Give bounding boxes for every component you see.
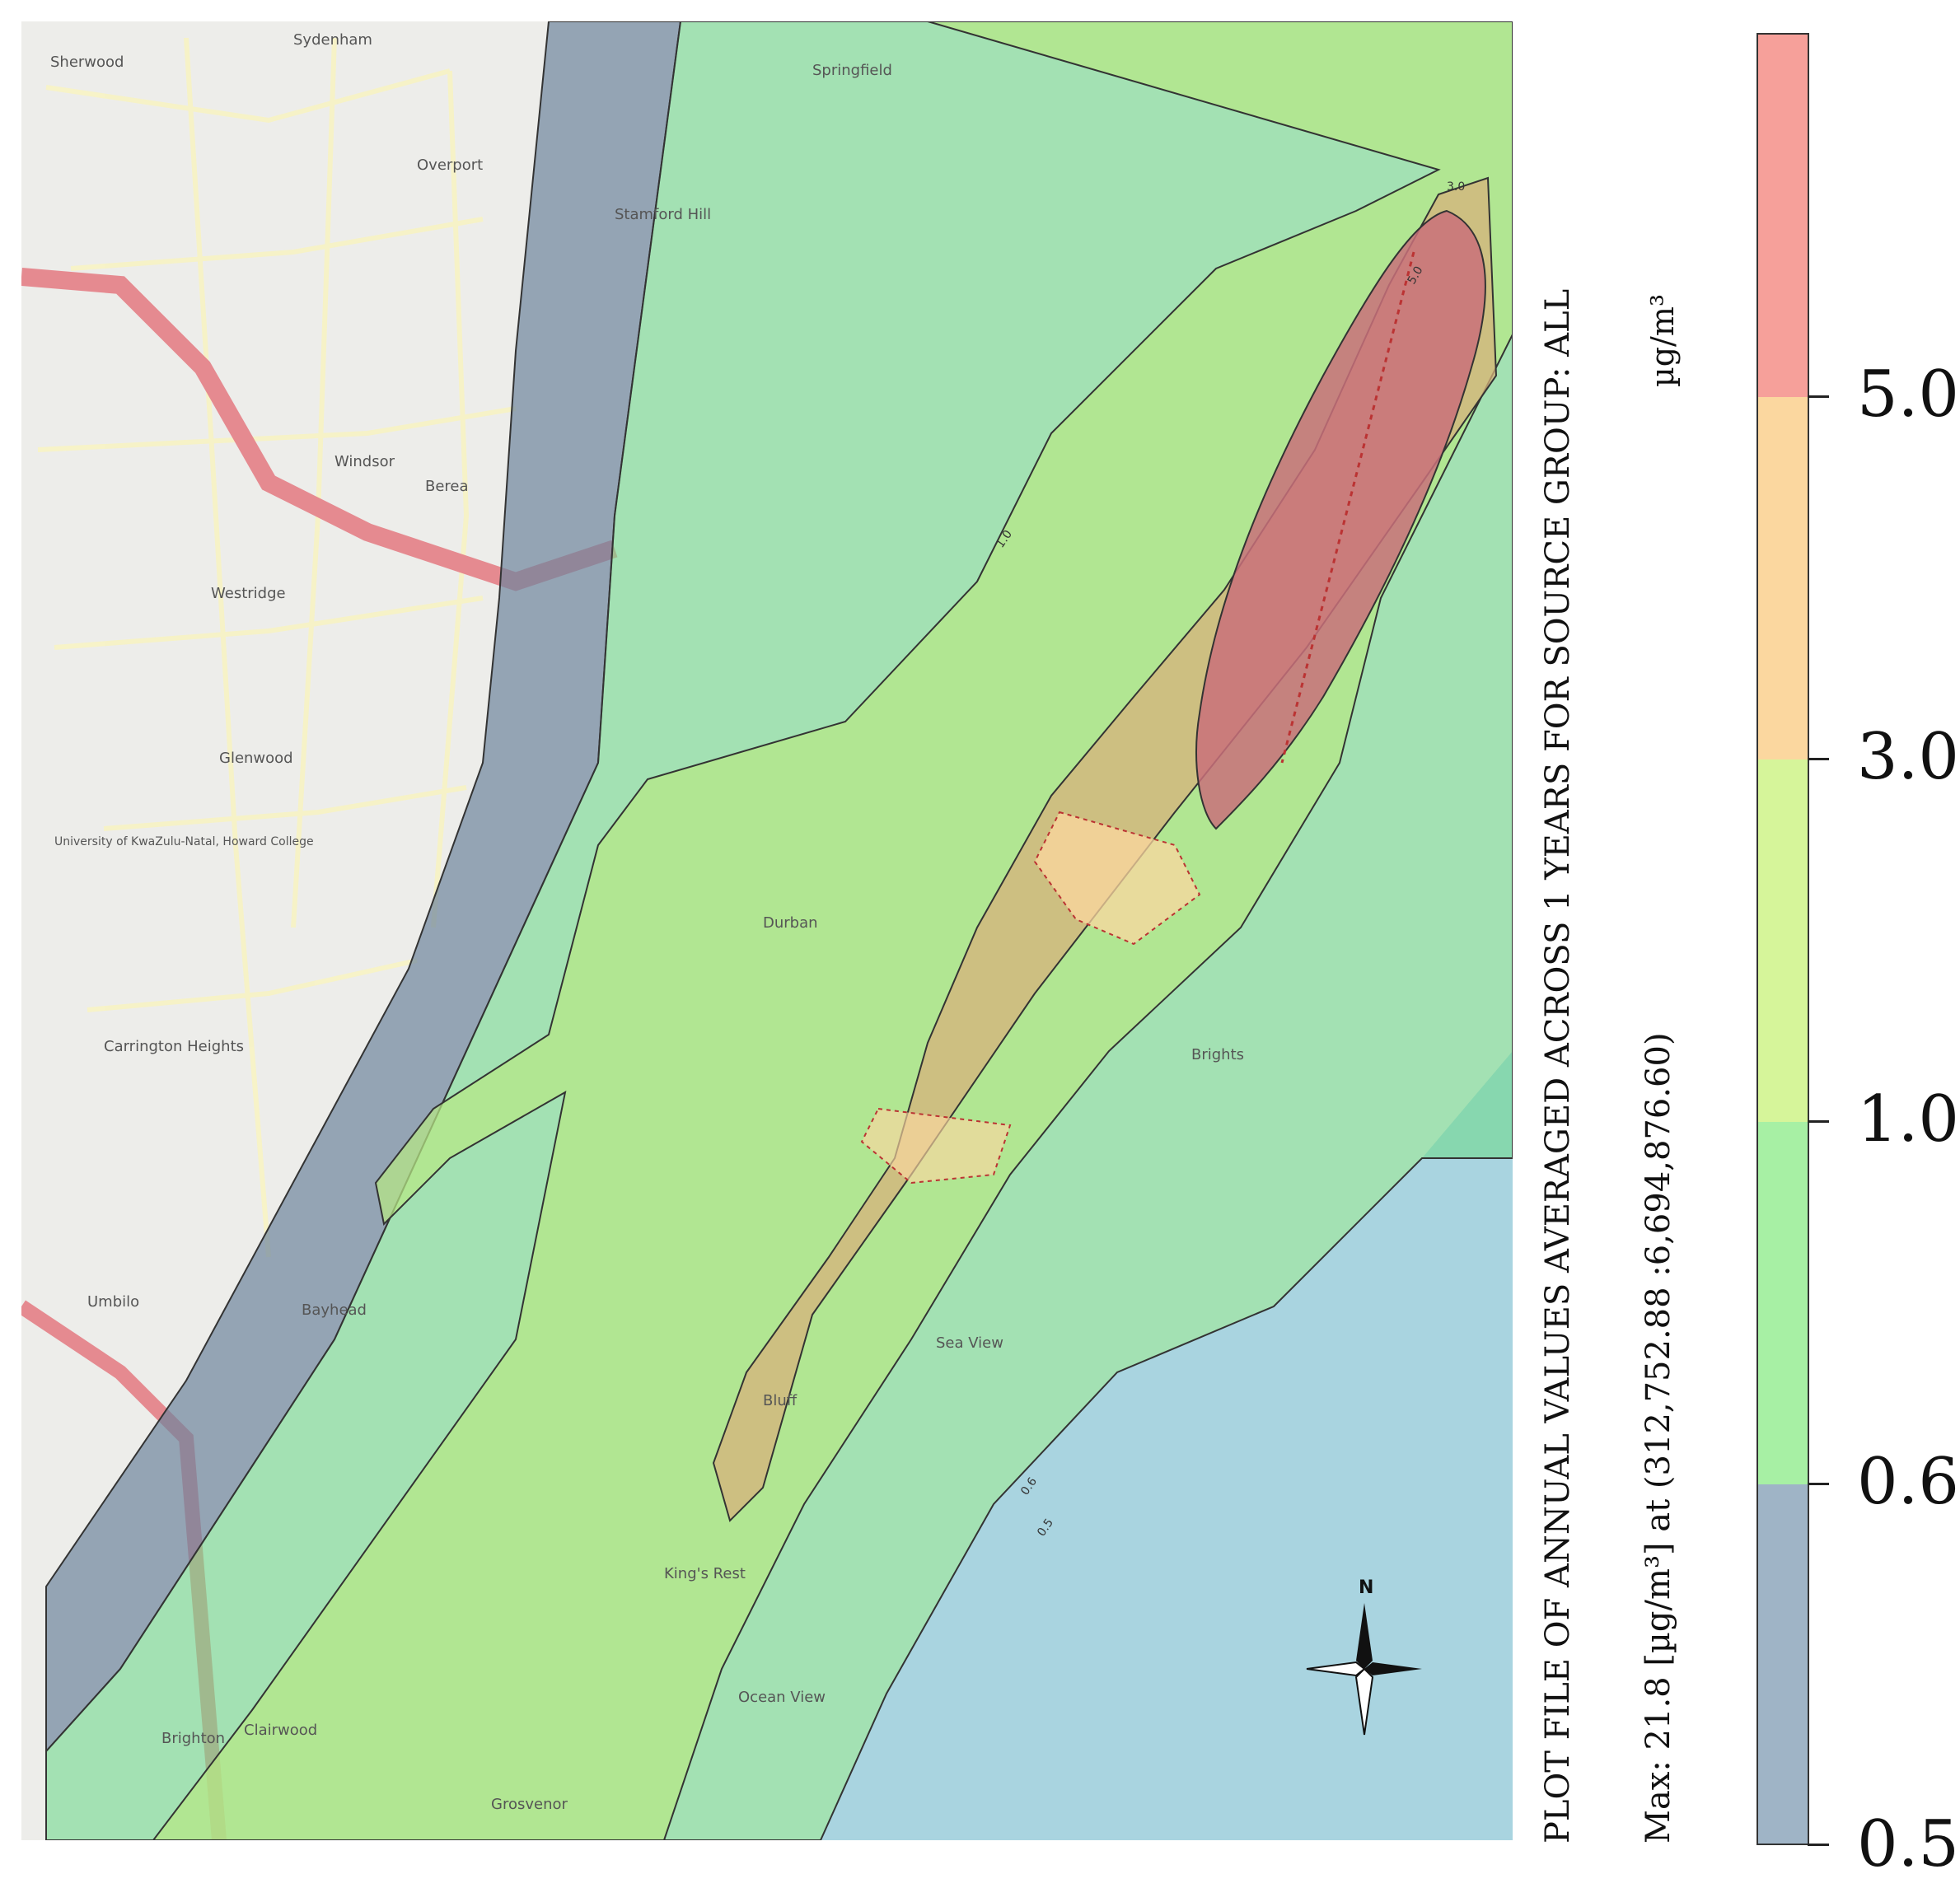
place-overport: Overport (417, 157, 483, 174)
legend-label-3-0: 3.0 (1857, 720, 1960, 794)
place-grosvenor: Grosvenor (491, 1796, 568, 1813)
place-westridge: Westridge (211, 585, 286, 602)
place-durban: Durban (763, 914, 818, 932)
legend-tick-0-5 (1808, 1844, 1829, 1846)
place-sea-view: Sea View (936, 1334, 1003, 1352)
place-sydenham: Sydenham (293, 31, 372, 49)
legend-tick-1-0 (1808, 1120, 1829, 1123)
place-bayhead: Bayhead (302, 1302, 367, 1319)
place-stamford-hill: Stamford Hill (615, 206, 711, 223)
legend-tick-3-0 (1808, 758, 1829, 760)
place-windsor: Windsor (334, 453, 395, 470)
legend-label-0-6: 0.6 (1857, 1445, 1960, 1519)
place-brighton: Brighton (161, 1730, 225, 1747)
contour-5-0-band (1195, 209, 1486, 830)
color-legend-bar (1757, 33, 1809, 1845)
contour-label-3-0: 3.0 (1447, 180, 1465, 194)
place-clairwood: Clairwood (244, 1722, 317, 1739)
place-springfield: Springfield (812, 62, 892, 79)
harbour-tan-area-2 (860, 1107, 1012, 1185)
legend-label-5-0: 5.0 (1857, 358, 1960, 432)
legend-tick-5-0 (1808, 395, 1829, 398)
map-place-labels: Sherwood Sydenham Springfield Overport S… (50, 31, 1244, 1813)
north-arrow-compass-rose-icon: N (1306, 1577, 1422, 1736)
legend-label-0-5: 0.5 (1857, 1807, 1960, 1881)
legend-label-1-0: 1.0 (1857, 1082, 1960, 1157)
legend-band-1-0-3-0 (1758, 759, 1808, 1122)
legend-tick-0-6 (1808, 1483, 1829, 1485)
map-canvas: N Sherwood Sydenham Springfield Overport… (21, 21, 1513, 1840)
dispersion-map[interactable]: N Sherwood Sydenham Springfield Overport… (21, 21, 1513, 1840)
legend-band-0-6-1-0 (1758, 1122, 1808, 1484)
place-sherwood: Sherwood (50, 54, 124, 71)
contour-1-0-band (152, 21, 1513, 1840)
sea-area (821, 1051, 1513, 1840)
place-carrington-heights: Carrington Heights (104, 1038, 244, 1055)
place-berea: Berea (425, 478, 469, 495)
source-line (1280, 251, 1415, 764)
place-ocean-view: Ocean View (738, 1689, 826, 1706)
place-university: University of KwaZulu-Natal, Howard Coll… (54, 835, 314, 848)
legend-band-0-5-0-6 (1758, 1484, 1808, 1844)
legend-band-3-0-5-0 (1758, 397, 1808, 759)
max-value-note: Max: 21.8 [µg/m³] at (312,752.88 :6,694,… (1640, 1032, 1677, 1844)
legend-band-above-5-0 (1758, 35, 1808, 397)
plot-title: PLOT FILE OF ANNUAL VALUES AVERAGED ACRO… (1539, 288, 1577, 1844)
place-bluff: Bluff (763, 1392, 798, 1409)
legend-units: µg/m³ (1644, 293, 1681, 387)
place-brights: Brights (1191, 1046, 1244, 1063)
compass-n-label: N (1359, 1577, 1373, 1598)
place-glenwood: Glenwood (219, 750, 293, 767)
place-kings-rest: King's Rest (664, 1565, 746, 1582)
harbour-tan-area (1033, 811, 1201, 946)
place-umbilo: Umbilo (87, 1293, 139, 1311)
